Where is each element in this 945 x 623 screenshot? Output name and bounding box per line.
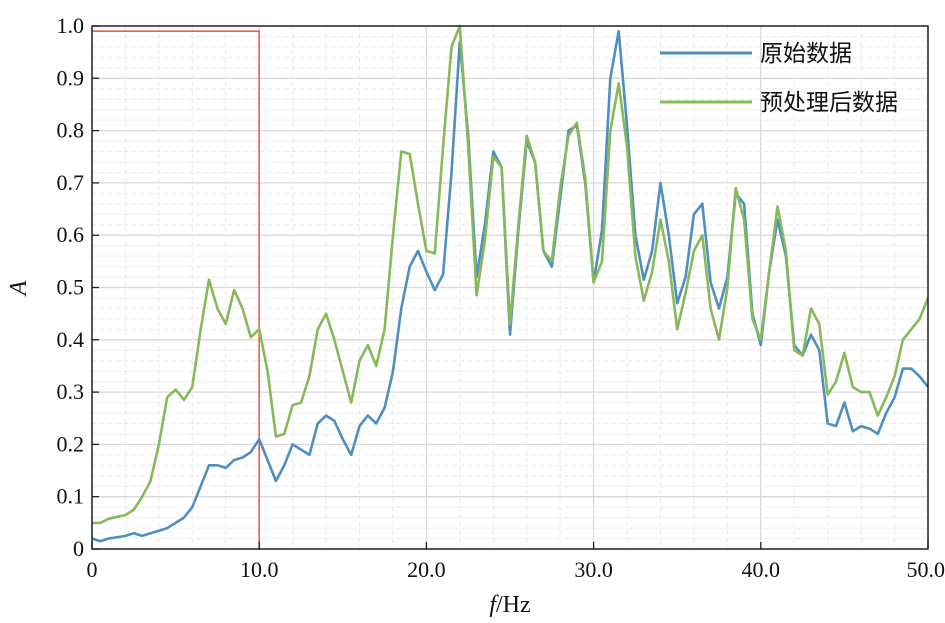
legend-label-processed: 预处理后数据 [760, 90, 898, 116]
legend-label-raw: 原始数据 [760, 41, 852, 67]
y-tick-label: 0.3 [57, 379, 85, 404]
x-tick-label: 0 [87, 557, 98, 582]
y-tick-label: 0.1 [57, 484, 85, 509]
y-tick-label: 0.2 [57, 431, 85, 456]
y-tick-label: 0.8 [57, 118, 85, 143]
axis-ticks: 0 0.1 0.2 0.3 0.4 0.5 0.6 0.7 0.8 0.9 1.0 0 10.0 20.0… [57, 13, 945, 582]
x-axis-title-unit: /Hz [496, 592, 531, 618]
highlight-region-outline [92, 30, 261, 549]
y-tick-label: 0.6 [57, 222, 85, 247]
x-tick-label: 40.0 [742, 557, 781, 582]
y-tick-label: 1.0 [57, 13, 85, 38]
x-axis-title-variable: f [489, 592, 499, 618]
y-axis-title: A [6, 280, 32, 297]
y-tick-label: 0 [73, 536, 84, 561]
y-tick-label: 0.4 [57, 327, 85, 352]
series-line-processed [92, 24, 928, 525]
x-tick-label: 50.0 [907, 557, 945, 582]
x-tick-label: 10.0 [240, 557, 279, 582]
y-tick-label: 0.5 [57, 275, 85, 300]
highlight-region [92, 30, 261, 549]
series-group [92, 24, 928, 543]
x-tick-label: 30.0 [574, 557, 613, 582]
y-tick-label: 0.7 [57, 170, 85, 195]
y-tick-label: 0.9 [57, 65, 85, 90]
x-axis-title: f/Hz [489, 592, 530, 618]
x-tick-label: 20.0 [407, 557, 446, 582]
legend: 原始数据 预处理后数据 [660, 41, 898, 116]
